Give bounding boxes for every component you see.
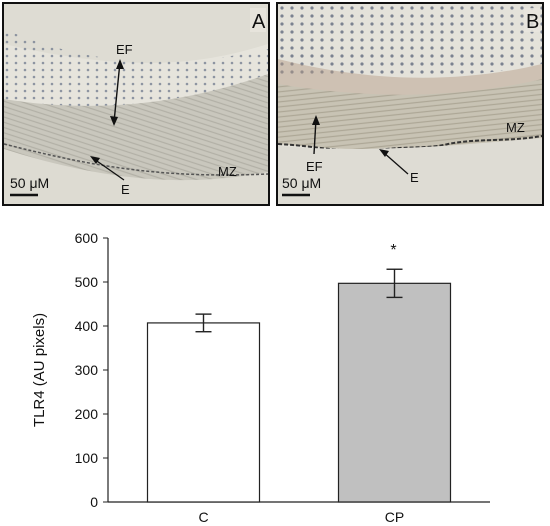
mz-label-b: MZ (506, 120, 525, 135)
y-tick-label: 500 (75, 274, 99, 290)
scale-bar-label-a: 50 μM (10, 175, 49, 191)
e-arrow-a (93, 158, 125, 181)
e-label-b: E (410, 170, 419, 185)
ef-arrow-a (113, 61, 121, 123)
micrograph-panel-a: A EF MZ E 50 μM (2, 2, 270, 206)
tlr4-bar-chart: 0 100 200 300 400 500 600 C CP * TLR4 (AU pixels… (31, 230, 490, 525)
y-tick-label: 0 (90, 494, 98, 510)
micrograph-a-image: A EF MZ E 50 μM (4, 4, 268, 204)
scale-bar-label-b: 50 μM (282, 175, 321, 191)
micrograph-b-image: B EF MZ E 50 μM (278, 4, 542, 204)
bar-cp (337, 282, 452, 503)
chart-bars: C CP * (146, 242, 452, 525)
bar-c (146, 322, 261, 503)
y-tick-label: 100 (75, 450, 99, 466)
ef-label-b: EF (306, 159, 323, 174)
y-tick-label: 300 (75, 362, 99, 378)
significance-marker: * (390, 242, 396, 259)
e-label-a: E (121, 182, 130, 197)
y-axis-title: TLR4 (AU pixels) (31, 313, 48, 427)
e-arrow-b (382, 151, 409, 175)
y-tick-label: 200 (75, 406, 99, 422)
x-tick-label: CP (385, 509, 404, 525)
panel-a-letter: A (252, 11, 266, 33)
mz-label-a: MZ (218, 164, 237, 179)
ef-label-a: EF (116, 42, 133, 57)
y-tick-label: 600 (75, 230, 99, 246)
x-tick-label: C (198, 509, 208, 525)
y-tick-label: 400 (75, 318, 99, 334)
panel-b-letter: B (526, 11, 539, 33)
micrograph-panel-b: B EF MZ E 50 μM (276, 2, 544, 206)
